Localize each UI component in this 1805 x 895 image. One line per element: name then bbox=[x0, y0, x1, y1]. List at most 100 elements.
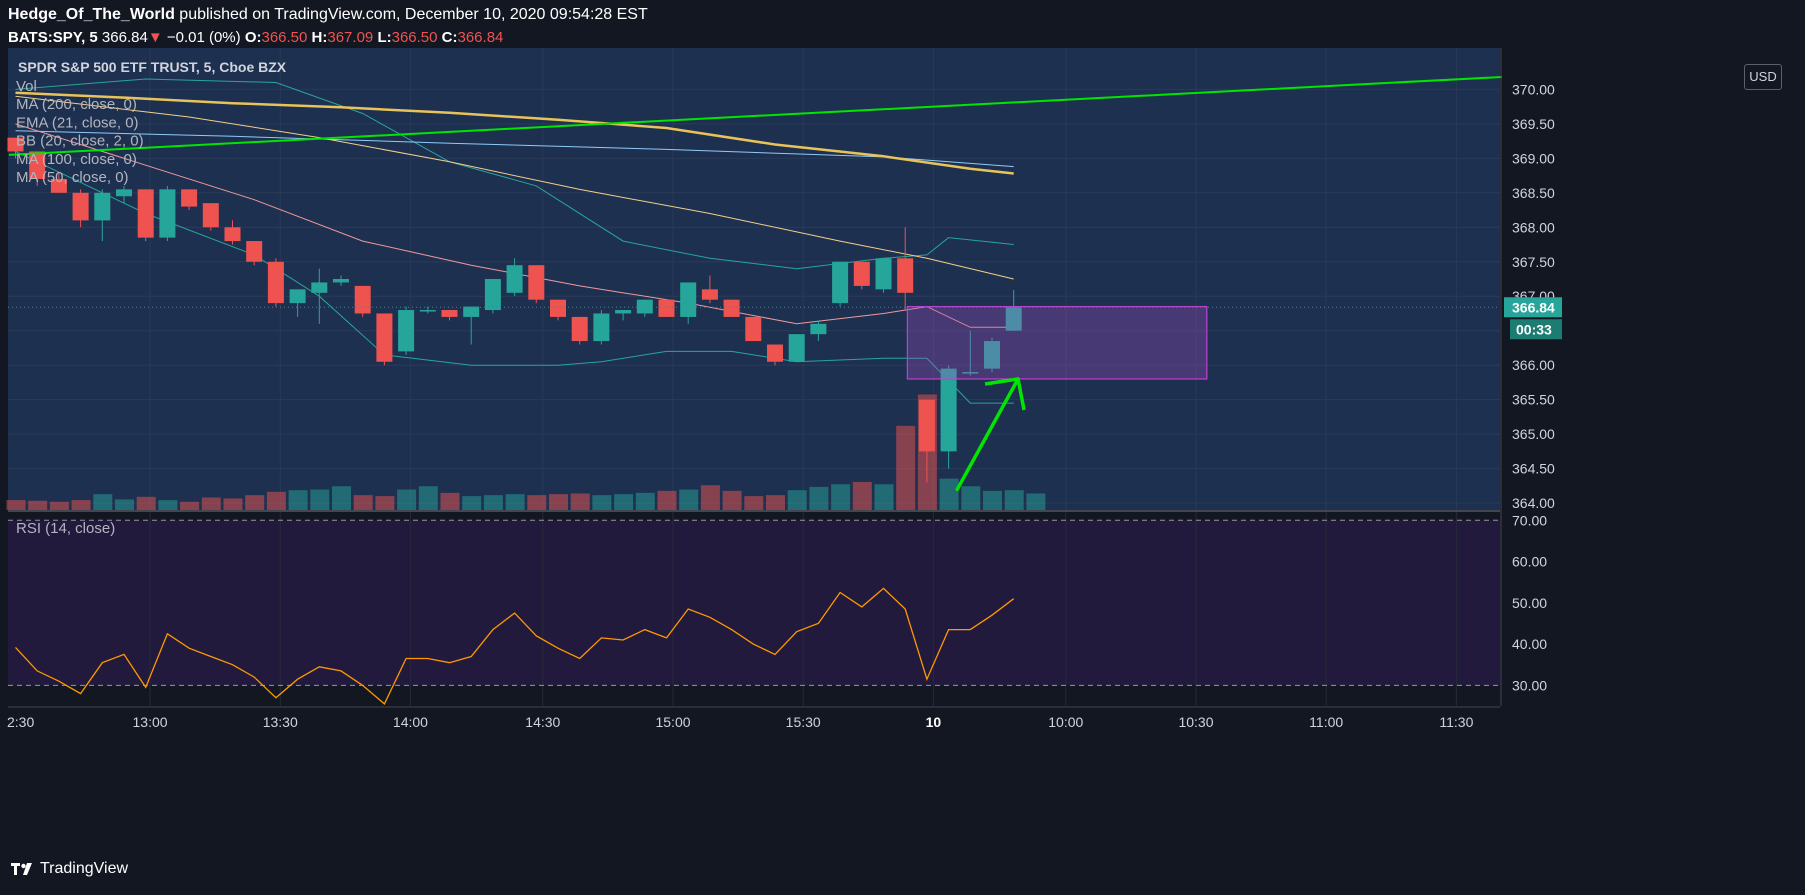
low-value: 366.50 bbox=[391, 29, 438, 46]
x-tick-label: 14:30 bbox=[525, 714, 560, 730]
candle-body bbox=[875, 258, 892, 290]
x-tick-label: 10:30 bbox=[1178, 714, 1213, 730]
candle-body bbox=[116, 189, 132, 197]
legend-item: EMA (21, close, 0) bbox=[16, 114, 139, 131]
rsi-y-tick-label: 30.00 bbox=[1512, 677, 1547, 693]
rsi-line bbox=[15, 587, 1015, 705]
last-price: 366.84 bbox=[101, 29, 148, 46]
candle-body bbox=[571, 316, 588, 342]
author-name[interactable]: Hedge_Of_The_World bbox=[8, 6, 175, 23]
close-value: 366.84 bbox=[457, 29, 504, 46]
volume-bar bbox=[787, 490, 807, 510]
tradingview-brand[interactable]: TradingView bbox=[10, 860, 128, 878]
volume-bar bbox=[657, 490, 677, 510]
y-tick-label: 367.50 bbox=[1512, 254, 1555, 270]
volume-bar bbox=[136, 496, 156, 510]
candle-body bbox=[593, 313, 610, 342]
candle-body bbox=[246, 241, 263, 262]
candle-body bbox=[311, 282, 328, 293]
candle-body bbox=[853, 261, 870, 286]
candle-body bbox=[1005, 307, 1022, 331]
candle-body bbox=[506, 265, 523, 293]
candle-body bbox=[181, 189, 198, 207]
candle-body bbox=[636, 299, 653, 314]
x-tick-label: 11:00 bbox=[1309, 714, 1343, 730]
price-label-box bbox=[1504, 297, 1562, 318]
candle-body bbox=[918, 399, 935, 452]
volume-bar bbox=[266, 491, 286, 510]
low-label: L: bbox=[377, 29, 392, 46]
candle-body bbox=[137, 189, 154, 238]
volume-bar bbox=[483, 495, 503, 510]
candle-body bbox=[376, 313, 393, 362]
volume-bar bbox=[397, 489, 417, 510]
candle-body bbox=[962, 372, 979, 374]
candle-body bbox=[224, 227, 241, 242]
volume-bar bbox=[440, 492, 460, 510]
volume-bar bbox=[158, 500, 178, 510]
candle-body bbox=[354, 285, 371, 314]
candle-body bbox=[658, 299, 675, 317]
candle-body bbox=[788, 334, 805, 362]
candle-body bbox=[745, 316, 762, 342]
y-tick-label: 368.50 bbox=[1512, 185, 1555, 201]
volume-bar bbox=[93, 494, 113, 510]
candle-body bbox=[897, 258, 914, 293]
candle-body bbox=[202, 203, 219, 228]
volume-bar bbox=[375, 496, 395, 510]
rsi-band bbox=[8, 520, 1500, 686]
price-label-text: 366.84 bbox=[1512, 299, 1555, 315]
candle-body bbox=[159, 189, 176, 238]
volume-bar bbox=[549, 494, 568, 510]
candle-body bbox=[680, 282, 697, 317]
y-tick-label: 369.50 bbox=[1512, 116, 1555, 132]
candle-body bbox=[50, 179, 67, 193]
ohlc-line: BATS:SPY, 5 366.84▼ −0.01 (0%) O:366.50 … bbox=[8, 29, 503, 46]
ema21-line bbox=[15, 123, 1014, 328]
candle-body bbox=[7, 137, 24, 152]
high-value: 367.09 bbox=[327, 29, 374, 46]
volume-bar bbox=[635, 492, 655, 510]
y-tick-label: 364.50 bbox=[1512, 461, 1555, 477]
x-tick-label: 10:00 bbox=[1048, 714, 1083, 730]
y-tick-label: 370.00 bbox=[1512, 81, 1555, 97]
volume-bar bbox=[310, 489, 330, 510]
legend-item: MA (100, close, 0) bbox=[16, 151, 137, 168]
legend-item: MA (50, close, 0) bbox=[16, 169, 129, 186]
rsi-y-tick-label: 50.00 bbox=[1512, 595, 1547, 611]
arrow-head bbox=[984, 377, 1026, 411]
volume-bars bbox=[6, 394, 1046, 510]
x-tick-label: 13:30 bbox=[263, 714, 298, 730]
volume-bar bbox=[353, 495, 373, 510]
volume-bar bbox=[180, 501, 200, 510]
open-label: O: bbox=[244, 29, 262, 46]
volume-bar bbox=[939, 478, 959, 510]
volume-bar bbox=[71, 500, 91, 510]
volume-bar bbox=[527, 495, 547, 510]
y-tick-label: 369.00 bbox=[1512, 150, 1555, 166]
x-tick-label: 13:00 bbox=[133, 714, 168, 730]
volume-bar bbox=[418, 486, 438, 510]
volume-bar bbox=[288, 490, 308, 510]
rsi-label: RSI (14, close) bbox=[16, 520, 115, 537]
volume-bar bbox=[766, 495, 785, 510]
y-tick-label: 364.00 bbox=[1512, 495, 1555, 511]
down-arrow-icon: ▼ bbox=[147, 29, 163, 46]
candle-body bbox=[72, 192, 89, 221]
price-change: −0.01 (0%) bbox=[166, 29, 241, 46]
volume-bar bbox=[744, 496, 764, 510]
volume-bar bbox=[570, 493, 590, 510]
volume-bar bbox=[332, 486, 351, 510]
volume-bar bbox=[462, 496, 482, 510]
rsi-y-tick-label: 60.00 bbox=[1512, 554, 1547, 570]
candle-body bbox=[984, 341, 1000, 369]
symbol-label: BATS:SPY, 5 bbox=[8, 29, 98, 46]
legend-title: SPDR S&P 500 ETF TRUST, 5, Cboe BZX bbox=[18, 59, 287, 75]
currency-button[interactable]: USD bbox=[1744, 64, 1782, 90]
volume-bar bbox=[961, 486, 981, 510]
volume-bar bbox=[28, 500, 48, 510]
price-pane bbox=[8, 48, 1500, 510]
legend-item: BB (20, close, 2, 0) bbox=[16, 133, 144, 150]
volume-bar bbox=[49, 501, 69, 510]
